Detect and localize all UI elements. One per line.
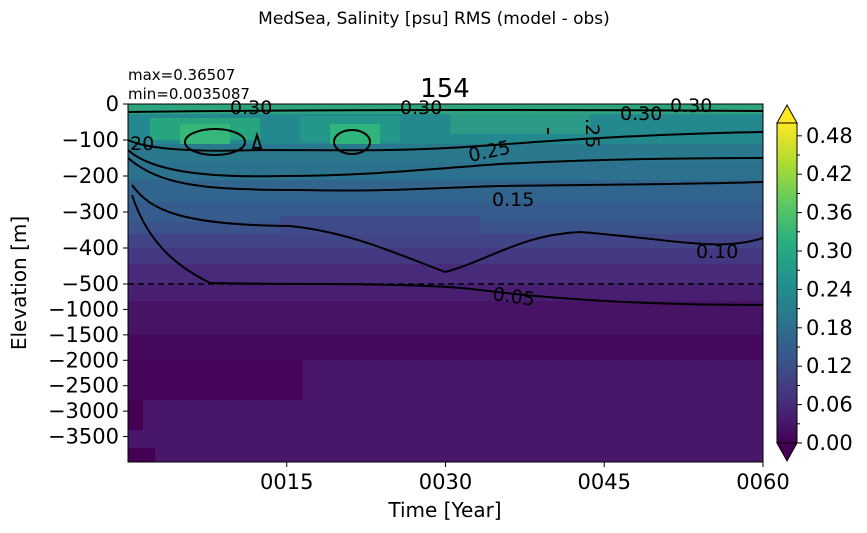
contour-line: [128, 108, 763, 113]
chart-title: 154: [420, 74, 470, 104]
x-tick-label: 0060: [736, 470, 789, 494]
colorbar-tick-label: 0.30: [806, 239, 853, 263]
colorbar-tick-label: 0.36: [806, 201, 853, 225]
y-tick-label: −1500: [48, 323, 119, 347]
colorbar-tick-label: 0.42: [806, 162, 853, 186]
colorbar-tick-label: 0.06: [806, 393, 853, 417]
colorbar-tick-label: 0.48: [806, 124, 853, 148]
field-cell: [128, 335, 763, 360]
contour-label: 0.30: [620, 103, 662, 125]
contour-label: 20: [130, 133, 154, 155]
colorbar-extend-max: [776, 103, 798, 124]
y-tick-label: −3500: [48, 425, 119, 449]
colorbar: 0.00 0.06 0.12 0.18 0.24 0.30 0.36 0.42 0.48: [776, 103, 853, 463]
colorbar-tick-label: 0.18: [806, 316, 853, 340]
contour-lines: [128, 108, 763, 306]
field-cell: [450, 114, 590, 134]
colorbar-tick-label: 0.24: [806, 277, 853, 301]
y-tick-label: −500: [61, 272, 119, 296]
contour-line: [128, 149, 763, 178]
y-tick-label: −200: [61, 164, 119, 188]
contour-ring: [251, 131, 263, 149]
contour-label: .25: [581, 118, 603, 148]
y-axis: 0 −100 −200 −300 −400 −500−1000−1500−2000−250…: [48, 92, 128, 449]
x-axis-label: Time [Year]: [387, 498, 501, 522]
contour-label: 0.30: [400, 97, 442, 119]
y-tick-label: 0: [106, 92, 119, 116]
field-cell: [128, 144, 763, 162]
chart-suptitle: MedSea, Salinity [psu] RMS (model - obs): [258, 9, 610, 29]
field-cell: [128, 360, 303, 400]
contour-label: 0.30: [670, 95, 712, 117]
contour-line: [128, 157, 763, 192]
field-cell: [280, 216, 480, 234]
colorbar-body: [776, 122, 798, 444]
stat-min: min=0.0035087: [128, 85, 250, 103]
x-tick-label: 0030: [419, 470, 472, 494]
contour-ring: [184, 128, 246, 156]
y-tick-label: −400: [61, 236, 119, 260]
x-axis: 0015 0030 0045 0060: [260, 462, 790, 494]
field-cell: [128, 400, 143, 430]
field-cell: [128, 234, 763, 248]
colorbar-tick-label: 0.00: [806, 431, 853, 455]
contour-label: 0.10: [696, 241, 738, 263]
x-tick-label: 0045: [578, 470, 631, 494]
colorbar-extend-min: [776, 442, 798, 463]
field-cell: [128, 301, 763, 335]
contour-label: 0.30: [230, 97, 272, 119]
contour-line: [131, 194, 763, 306]
y-tick-label: −300: [61, 200, 119, 224]
y-tick-label: −2000: [48, 348, 119, 372]
field-cell: [128, 162, 763, 180]
y-tick-label: −100: [61, 128, 119, 152]
stat-max: max=0.36507: [128, 66, 235, 84]
y-axis-label: Elevation [m]: [7, 216, 31, 350]
contour-label: 0.15: [492, 189, 534, 211]
y-tick-label: −2500: [48, 374, 119, 398]
contour-line: [128, 131, 763, 152]
y-tick-label: −3000: [48, 399, 119, 423]
field-cell: [128, 264, 763, 284]
field-cell: [128, 448, 155, 462]
colorbar-tick-label: 0.12: [806, 354, 853, 378]
y-tick-label: −1000: [48, 297, 119, 321]
contour-line: [131, 184, 763, 274]
x-tick-label: 0015: [260, 470, 313, 494]
contour-ring: [333, 129, 371, 155]
field-cell: [128, 284, 763, 301]
field-cell: [128, 248, 763, 264]
